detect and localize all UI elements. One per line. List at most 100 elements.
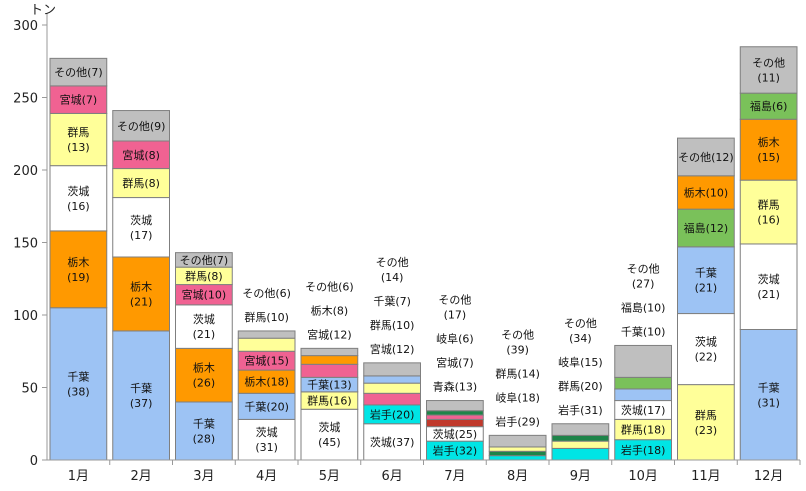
segment-label: その他(7) [54, 66, 103, 79]
bar-segment [677, 137, 735, 177]
segment-label-outside: 岐阜(18) [495, 391, 540, 404]
bar-segment [175, 401, 233, 461]
segment-label: 群馬(8) [185, 269, 223, 283]
bar-segment [49, 112, 108, 167]
bar-segment [739, 243, 798, 330]
bar-segment [49, 230, 108, 309]
segment-label: 群馬(13) [67, 125, 90, 154]
y-tick-label: 0 [30, 454, 38, 469]
y-tick-label: 50 [21, 382, 38, 397]
x-tick-label: 5月 [319, 469, 340, 484]
segment-label: 茨城(22) [695, 335, 718, 364]
bar-segment [488, 450, 547, 457]
bar-segment [488, 455, 547, 461]
bar-segment [237, 392, 296, 420]
bar-segment [363, 375, 421, 384]
segment-label: 群馬(18) [621, 423, 666, 437]
bar-segment [112, 197, 170, 258]
segment-label: 茨城(17) [621, 403, 666, 417]
bar-segment [237, 330, 296, 339]
segment-label-outside: 宮城(12) [370, 342, 415, 356]
x-tick-label: 7月 [444, 469, 465, 484]
bar-segment [49, 85, 108, 114]
bar-segment [363, 362, 421, 377]
x-tick-label: 2月 [130, 469, 151, 484]
bar-segment [300, 347, 359, 357]
segment-label: 千葉(21) [695, 266, 718, 295]
x-tick-label: 11月 [691, 469, 721, 484]
segment-label: 栃木(15) [757, 135, 780, 164]
bar-segment [363, 423, 421, 461]
y-tick-label: 250 [13, 92, 38, 107]
segment-label-outside: 千葉(10) [621, 324, 666, 338]
bar-segment [363, 382, 421, 394]
segment-label-outside: 岐阜(6) [436, 333, 474, 346]
segment-label-outside: 福島(10) [621, 300, 666, 314]
x-tick-label: 6月 [381, 469, 402, 484]
bar-segment [677, 246, 735, 315]
x-tick-label: 3月 [193, 469, 214, 484]
bar-segment [49, 57, 108, 87]
x-tick-label: 1月 [68, 469, 89, 484]
segment-label-outside: 群馬(10) [244, 310, 289, 324]
segment-label: 千葉(20) [244, 399, 289, 413]
bar-segment [300, 363, 359, 378]
bar-segment [300, 408, 359, 461]
x-tick-label: 10月 [628, 469, 658, 484]
bar-segment [614, 344, 672, 378]
segment-label: 福島(6) [750, 99, 788, 113]
x-tick-label: 8月 [507, 469, 528, 484]
bar-segment [112, 256, 170, 332]
bars: 千葉(38) 栃木(19) 茨城(16) 群馬(13) 宮城(7) その他(7) 千葉(37… [49, 46, 798, 461]
bar-segment [175, 252, 233, 268]
segment-label: 茨城(31) [255, 425, 278, 454]
segment-label: その他(7) [180, 254, 229, 267]
y-tick-label: 300 [13, 19, 38, 34]
segment-label: 栃木(19) [67, 255, 90, 284]
segment-label: 茨城(21) [193, 312, 216, 341]
bar-segment [112, 110, 170, 142]
bar-segment [677, 384, 735, 461]
segment-label: 栃木(10) [684, 185, 729, 199]
bar-segment [614, 388, 672, 402]
bar-segment [739, 179, 798, 245]
bar-segment [739, 329, 798, 461]
segment-label: 群馬(16) [757, 198, 780, 227]
bar-segment [49, 307, 108, 461]
segment-label: 福島(12) [684, 221, 729, 235]
segment-label: 宮城(10) [182, 288, 227, 302]
bar-segment [739, 118, 798, 181]
segment-label: その他(12) [678, 151, 734, 164]
segment-label: 千葉(38) [67, 369, 90, 398]
segment-label: 茨城(21) [757, 272, 780, 301]
segment-label-outside: 群馬(10) [370, 318, 415, 332]
segment-label-outside: 群馬(14) [495, 366, 540, 380]
segment-label-outside: その他(34) [564, 317, 597, 345]
segment-label: 茨城(16) [67, 184, 90, 213]
bar-segment [175, 304, 233, 349]
y-axis-unit-label: トン [30, 3, 56, 18]
segment-label: 岩手(18) [621, 443, 666, 457]
y-tick-label: 150 [13, 237, 38, 252]
segment-label: 茨城(17) [130, 213, 153, 242]
segment-label: 栃木(21) [130, 279, 153, 308]
x-tick-label: 9月 [570, 469, 591, 484]
bar-segment [49, 165, 108, 232]
segment-label-outside: 宮城(12) [307, 327, 352, 341]
bar-segment [237, 337, 296, 352]
bar-segment [112, 140, 170, 170]
segment-label-outside: その他(6) [242, 287, 291, 300]
bar-segment [426, 410, 484, 416]
segment-label: 宮城(15) [244, 354, 289, 368]
segment-label: 宮城(8) [122, 148, 160, 162]
segment-label: 千葉(31) [757, 380, 780, 409]
segment-label-outside: その他(17) [438, 294, 471, 322]
segment-label: 茨城(45) [318, 420, 341, 449]
segment-label: 千葉(13) [307, 378, 352, 392]
bar-segment [551, 423, 610, 436]
bar-segment [426, 400, 484, 412]
segment-label: 茨城(37) [370, 435, 415, 449]
segment-label: 群馬(8) [122, 176, 160, 190]
segment-label-outside: その他(6) [305, 280, 354, 293]
